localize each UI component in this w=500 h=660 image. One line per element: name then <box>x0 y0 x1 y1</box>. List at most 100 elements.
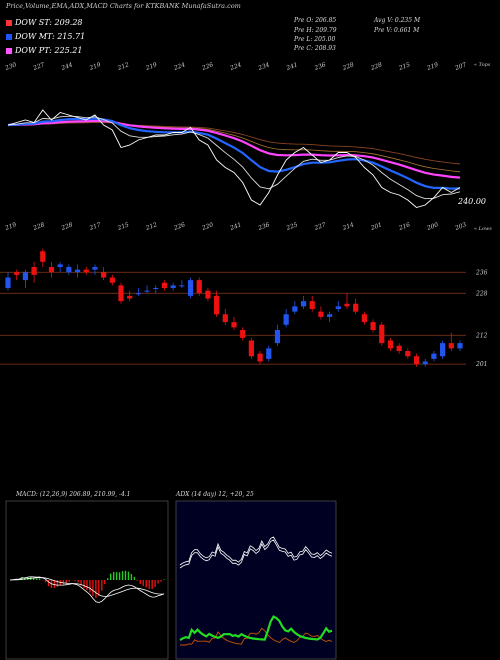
candle-body <box>83 269 89 273</box>
candle-body <box>74 269 81 273</box>
candle-body <box>48 267 55 273</box>
candle-body <box>440 343 446 357</box>
candle-body <box>335 306 341 309</box>
candle-body <box>344 303 350 307</box>
legend-label-st: DOW ST: 209.28 <box>15 18 83 27</box>
ema-blue-line <box>7 117 461 190</box>
candle-body <box>205 290 211 299</box>
adx-line-secondary <box>179 539 333 569</box>
candle-body <box>457 343 463 349</box>
low-tick-label: 212 <box>144 221 158 232</box>
level-lines: 236 228 212 201 <box>0 269 488 368</box>
candle-body <box>448 343 454 349</box>
candle-body <box>327 314 333 317</box>
legend-swatch-pt <box>6 48 12 54</box>
ema-slow-brown-line <box>7 122 461 165</box>
level-label: 236 <box>475 269 488 276</box>
candle-body <box>222 314 228 323</box>
ohlc-low: Pre L: 205.00 <box>294 36 336 43</box>
low-tick-label: 227 <box>313 221 327 232</box>
top-tick-label: 219 <box>88 61 102 72</box>
ema-magenta-line <box>7 119 461 179</box>
adx-minus-di-line <box>180 627 333 646</box>
low-tick-label: 214 <box>341 221 355 232</box>
candle-body <box>405 351 411 357</box>
legend-swatch-mt <box>6 34 12 40</box>
candle-body <box>413 356 420 365</box>
candle-body <box>57 264 63 267</box>
macd-signal-line <box>9 577 164 597</box>
adx-plot <box>179 536 333 646</box>
candle-body <box>387 340 394 349</box>
top-tick-label: 207 <box>453 61 467 72</box>
macd-plot <box>9 570 165 604</box>
legend-dow-mt: DOW MT: 215.71 <box>6 32 85 41</box>
ohlc-open: Pre O: 206.85 <box>294 17 337 24</box>
top-tick-label: 228 <box>341 61 355 72</box>
candle-body <box>248 340 254 357</box>
ohlc-volume: Pre V: 0.661 M <box>374 27 420 34</box>
top-tick-label: 224 <box>228 61 242 72</box>
low-tick-label: 228 <box>60 221 74 232</box>
candle-body <box>361 314 367 323</box>
candle-body <box>257 353 263 362</box>
top-tick-label: 212 <box>116 61 130 72</box>
candle-body <box>300 301 307 307</box>
candle-body <box>240 330 246 338</box>
candle-body <box>127 295 133 299</box>
bottom-axis: 219 228 228 217 215 212 226 220 241 236 225 227 214 2… <box>3 221 492 232</box>
ohlc-high: Pre H: 209.79 <box>294 27 337 34</box>
low-tick-label: 200 <box>425 221 439 232</box>
candle-body <box>318 311 324 317</box>
candle-body <box>422 361 428 365</box>
candle-body <box>170 285 176 288</box>
candle-body <box>101 272 107 278</box>
low-tick-label: 228 <box>31 221 45 232</box>
candle-body <box>309 301 315 309</box>
candle-body <box>161 282 168 288</box>
lows-caption: « Lows <box>474 226 492 232</box>
legend-dow-pt: DOW PT: 225.21 <box>6 46 82 55</box>
legend-label-mt: DOW MT: 215.71 <box>15 32 86 41</box>
legend-dow-st: DOW ST: 209.28 <box>6 18 83 27</box>
adx-plus-di-line <box>179 615 333 641</box>
macd-label: MACD: (12,26,9) 206.89, 210.99, -4.1 <box>16 491 131 498</box>
candle-body <box>66 267 72 273</box>
low-tick-label: 217 <box>88 221 102 232</box>
legend-swatch-st <box>6 20 12 26</box>
candle-body <box>396 345 402 351</box>
ema-lines <box>7 109 461 208</box>
candle-body <box>135 293 141 295</box>
ema-fast-white-line <box>7 115 461 200</box>
candle-body <box>144 290 150 292</box>
top-tick-label: 234 <box>256 61 270 72</box>
top-tick-label: 230 <box>3 61 17 72</box>
candle-body <box>214 295 220 315</box>
candle-body <box>118 285 124 302</box>
candle-body <box>274 330 281 344</box>
candle-body <box>40 251 46 262</box>
candle-body <box>153 288 159 289</box>
top-tick-label: 241 <box>285 61 299 72</box>
low-tick-label: 225 <box>285 221 299 232</box>
candle-body <box>187 280 194 296</box>
candles <box>5 248 463 367</box>
low-tick-label: 201 <box>369 221 383 232</box>
top-tick-label: 215 <box>397 61 411 72</box>
low-tick-label: 241 <box>228 221 242 232</box>
candle-body <box>14 272 20 275</box>
level-label: 212 <box>475 332 488 339</box>
candle-body <box>196 280 202 294</box>
adx-label: ADX (14 day) 12, +20, 25 <box>176 491 254 498</box>
adx-line <box>179 536 333 566</box>
adx-panel <box>175 500 337 660</box>
low-tick-label: 219 <box>3 221 17 232</box>
candle-body <box>22 272 28 281</box>
candle-body <box>179 285 185 287</box>
candle-body <box>431 353 437 359</box>
top-tick-label: 228 <box>369 61 383 72</box>
chart-title: Price,Volume,EMA,ADX,MACD Charts for KTK… <box>6 2 241 10</box>
low-tick-label: 216 <box>397 221 411 232</box>
low-tick-label: 215 <box>116 221 130 232</box>
